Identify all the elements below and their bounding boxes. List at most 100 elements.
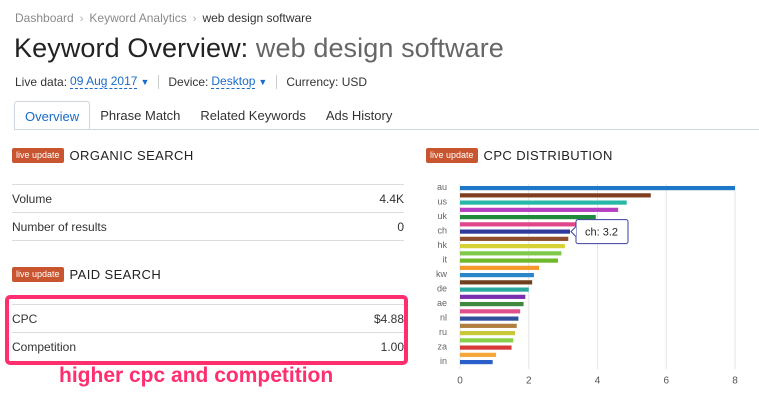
bar [460,338,514,343]
tooltip-text: ch: 3.2 [585,227,618,239]
y-tick-label: uk [437,211,447,221]
bar [460,323,517,328]
live-update-badge: live update [12,267,64,282]
bar [460,222,577,227]
bar [460,302,524,307]
meta-divider [158,74,160,89]
divider [12,240,404,241]
tab-bar: Overview Phrase Match Related Keywords A… [14,101,402,130]
live-data-date-dropdown[interactable]: 09 Aug 2017 [70,74,138,89]
divider [12,332,404,333]
bar [460,265,540,270]
y-tick-label: us [437,197,447,207]
y-tick-label: in [440,356,447,366]
organic-search-title: ORGANIC SEARCH [69,148,194,163]
divider [12,184,404,185]
tab-overview[interactable]: Overview [14,101,91,130]
annotation-highlight-box [5,295,408,365]
bar [460,352,497,357]
bar [460,207,619,212]
tab-ads-history[interactable]: Ads History [325,108,393,123]
cpc-distribution-title: CPC DISTRIBUTION [483,148,613,163]
bar [460,200,627,205]
organic-results-row: Number of results 0 [12,213,404,241]
bar [460,331,515,336]
y-tick-label: ch [437,226,447,236]
cpc-distribution-header: live update CPC DISTRIBUTION [426,148,613,163]
live-update-badge: live update [12,148,64,163]
bar [460,360,493,365]
bar [460,280,533,285]
paid-competition-row: Competition 1.00 [12,333,404,361]
meta-bar: Live data: 09 Aug 2017 ▼ Device: Desktop… [15,74,367,89]
bar [460,215,596,220]
chart-tooltip: ch: 3.2 [570,219,629,245]
meta-divider [276,74,278,89]
row-value: $4.88 [373,312,404,326]
tab-phrase-match[interactable]: Phrase Match [100,108,181,123]
tab-related-keywords[interactable]: Related Keywords [200,108,306,123]
organic-search-header: live update ORGANIC SEARCH [12,148,194,163]
y-tick-label: de [437,284,447,294]
bar [460,345,512,350]
x-tick-label: 4 [595,375,601,386]
x-tick-label: 6 [663,375,669,386]
breadcrumb: Dashboard › Keyword Analytics › web design s… [15,11,312,25]
y-tick-label: hk [437,240,447,250]
row-value: 4.4K [379,192,404,206]
bar [460,273,534,278]
cpc-distribution-chart: 0 2 4 6 8 au us uk ch hk it kw de ae nl ru za in ch: 3.2 [436,182,738,386]
currency-label: Currency: USD [286,74,368,89]
page-title-keyword: web design software [255,33,504,63]
x-tick-label: 0 [457,375,463,386]
breadcrumb-separator: › [192,13,197,25]
y-tick-label: it [443,255,448,265]
breadcrumb-dashboard-link[interactable]: Dashboard [15,11,74,25]
y-tick-label: au [437,182,447,192]
breadcrumb-keyword-analytics-link[interactable]: Keyword Analytics [89,11,187,25]
divider [12,212,404,213]
paid-search-title: PAID SEARCH [69,267,162,282]
x-tick-label: 2 [526,375,532,386]
bar [460,294,526,299]
row-label: CPC [12,312,38,326]
chevron-down-icon[interactable]: ▼ [258,76,268,87]
y-tick-label: nl [440,313,447,323]
y-tick-label: za [437,342,447,352]
y-tick-label: ru [439,327,447,337]
paid-cpc-row: CPC $4.88 [12,305,404,333]
annotation-text: higher cpc and competition [59,364,334,387]
bar [460,316,519,321]
bar [460,244,565,249]
breadcrumb-separator: › [79,13,84,25]
divider [12,304,404,305]
bar [460,251,562,256]
bar [460,186,735,191]
bar [460,229,570,234]
chevron-down-icon[interactable]: ▼ [140,76,150,87]
row-label: Volume [12,192,53,206]
bar [460,309,521,314]
bar [460,287,529,292]
live-data-label: Live data: [15,74,68,89]
row-value: 1.00 [380,340,404,354]
bar [460,193,651,198]
tabs-divider [14,129,759,130]
device-dropdown[interactable]: Desktop [211,74,256,89]
row-value: 0 [397,220,404,234]
live-update-badge: live update [426,148,478,163]
x-tick-label: 8 [732,375,738,386]
tooltip-pointer [570,226,577,237]
breadcrumb-current: web design software [202,11,312,25]
paid-search-header: live update PAID SEARCH [12,267,161,282]
row-label: Competition [12,340,77,354]
page-title-prefix: Keyword Overview: [14,33,249,63]
bar [460,258,558,263]
organic-volume-row: Volume 4.4K [12,185,404,213]
page-title: Keyword Overview: web design software [14,33,504,64]
bar [460,236,569,241]
y-tick-label: ae [437,298,447,308]
y-tick-label: kw [436,269,448,279]
row-label: Number of results [12,220,107,234]
device-label: Device: [168,74,209,89]
